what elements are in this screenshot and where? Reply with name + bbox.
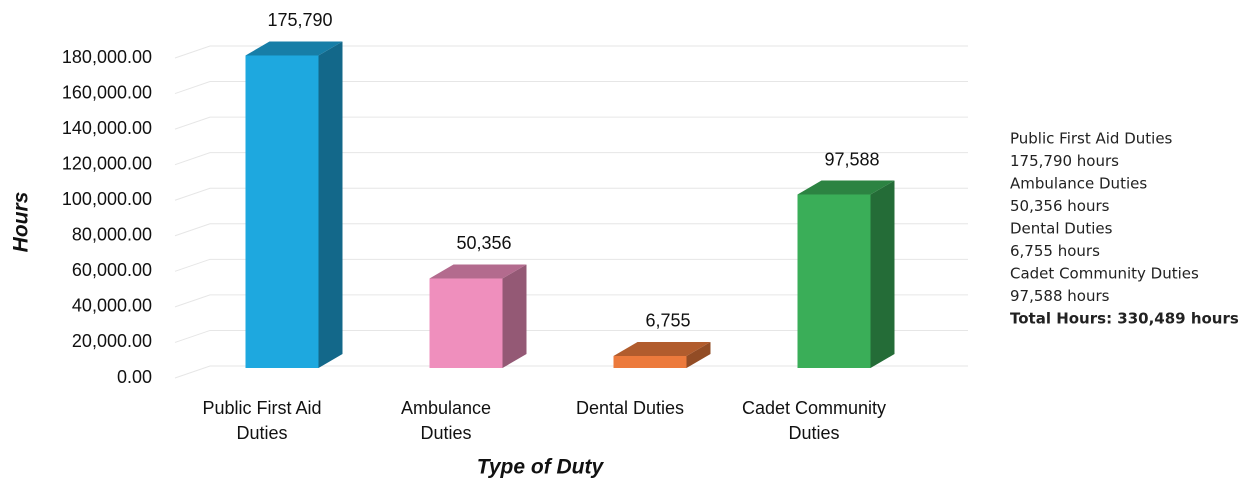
value-label: 50,356 [456,233,511,253]
bar-side [686,341,711,368]
grid-line [174,81,968,95]
y-axis-title: Hours [10,192,33,253]
x-tick-line: Duties [236,423,287,443]
grid-line [174,187,968,201]
bar [797,180,895,368]
x-tick-line: Duties [420,423,471,443]
x-axis-title: Type of Duty [477,456,605,479]
bar [429,264,527,368]
y-tick-label: 180,000.00 [62,47,152,67]
side-note: 97,588 hours [1010,287,1110,305]
y-tick-label: 0.00 [117,367,152,387]
side-note: Cadet Community Duties [1010,265,1199,283]
value-label: 97,588 [824,149,879,169]
y-tick-label: 140,000.00 [62,118,152,138]
grid-line [174,45,968,59]
bar-top [797,180,895,195]
x-tick-label: Public First Aid Duties [202,398,321,443]
grid-line [174,116,968,130]
bar-side [502,264,527,368]
value-label: 175,790 [267,10,332,30]
bar-top [245,41,343,56]
side-note: Public First Aid Duties [1010,130,1173,148]
bar [245,41,343,369]
bar-front [429,278,503,368]
x-tick-label: Ambulance Duties [401,398,491,443]
bar-side [318,41,343,369]
bar-top [429,264,527,279]
bar-top [613,341,711,356]
grid-line [174,258,968,272]
side-note: Ambulance Duties [1010,175,1147,193]
x-tick-line: Cadet Community [742,398,886,418]
y-tick-label: 40,000.00 [72,296,152,316]
grid-line [174,294,968,308]
y-tick-label: 60,000.00 [72,260,152,280]
side-note: 6,755 hours [1010,242,1100,260]
total-note: Total Hours: 330,489 hours [1010,310,1239,328]
grid-line [174,223,968,237]
grid-line [174,365,968,379]
bar-front [613,355,687,368]
bar [613,341,711,368]
y-tick-label: 160,000.00 [62,82,152,102]
bar-front [245,55,319,369]
x-tick-line: Ambulance [401,398,491,418]
grid-line [174,152,968,166]
value-label: 6,755 [645,311,690,331]
y-tick-label: 120,000.00 [62,153,152,173]
side-note: Dental Duties [1010,220,1113,238]
grid-line [174,329,968,343]
x-tick-label: Dental Duties [576,398,684,418]
bar-front [797,194,871,368]
y-tick-label: 20,000.00 [72,331,152,351]
x-tick-line: Public First Aid [202,398,321,418]
bar-side [870,180,895,368]
y-tick-label: 100,000.00 [62,189,152,209]
x-tick-label: Cadet Community Duties [742,398,886,443]
side-note: 50,356 hours [1010,197,1110,215]
y-tick-label: 80,000.00 [72,225,152,245]
side-note: 175,790 hours [1010,152,1119,170]
x-tick-line: Duties [788,423,839,443]
